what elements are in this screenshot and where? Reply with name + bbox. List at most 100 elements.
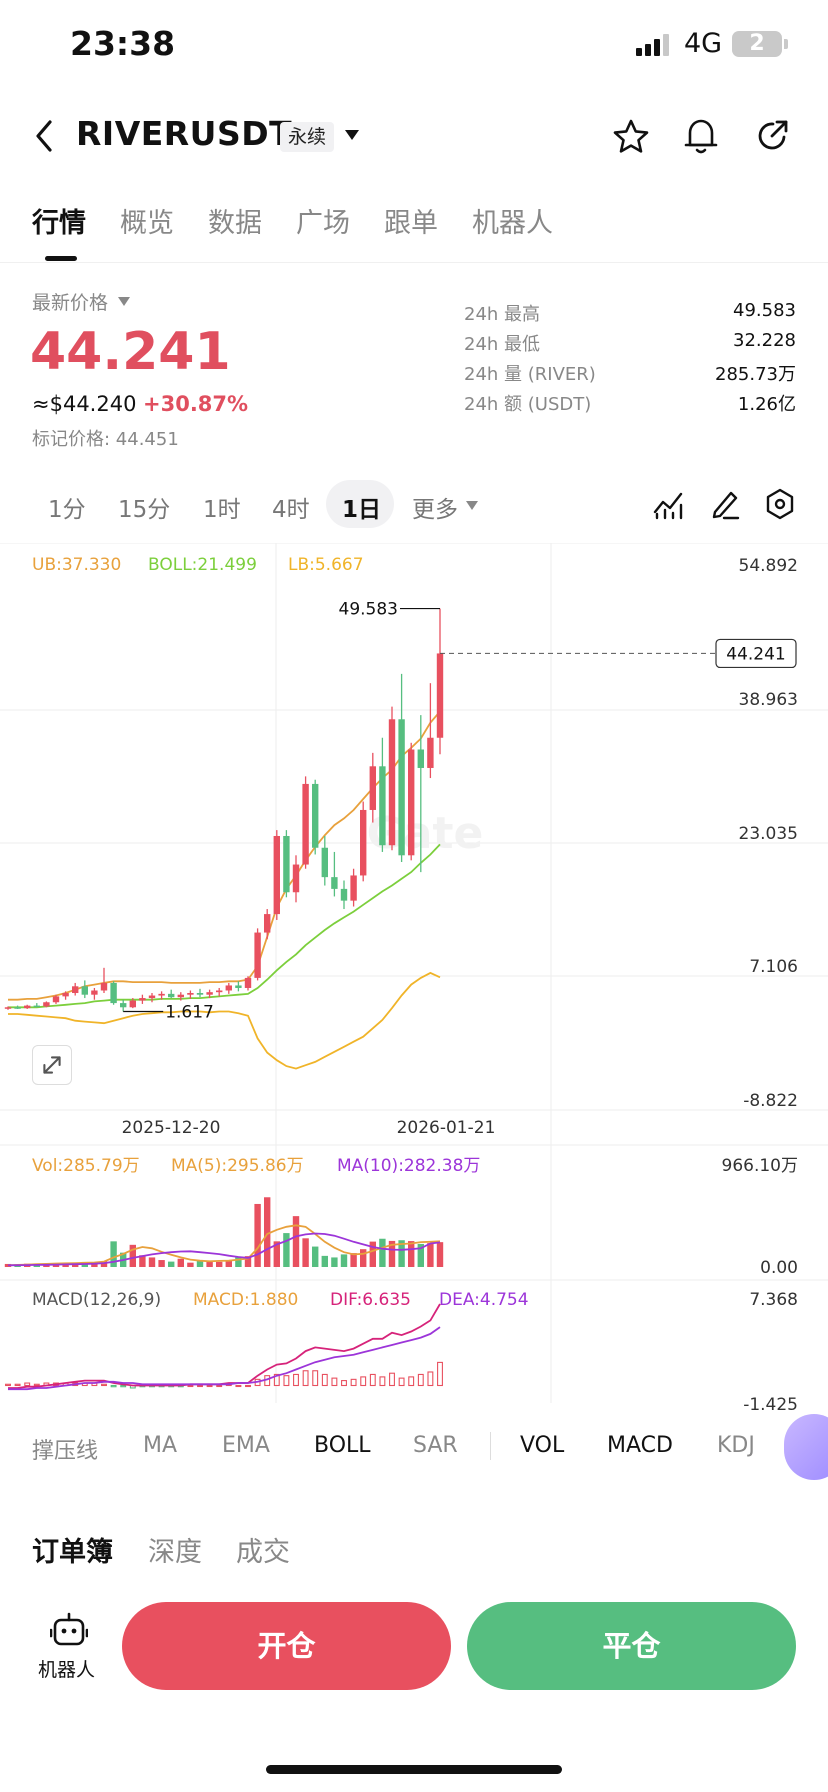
low-price-label: 1.617 xyxy=(165,1002,214,1022)
robot-label[interactable]: 机器人 xyxy=(38,1659,96,1681)
indicator-support-resistance[interactable]: 撑压线 xyxy=(32,1439,99,1464)
macd-histogram-bar xyxy=(369,1373,376,1387)
close-position-button[interactable]: 平仓 xyxy=(467,1602,796,1690)
vol-axis-min: 0.00 xyxy=(760,1258,798,1278)
open-position-button[interactable]: 开仓 xyxy=(122,1602,451,1690)
draw-pencil-icon[interactable] xyxy=(710,488,740,520)
volume-bar xyxy=(177,1258,184,1267)
latest-price-label[interactable]: 最新价格 xyxy=(32,292,109,314)
macd-histogram-bar xyxy=(273,1373,280,1387)
candle-body xyxy=(302,783,309,865)
bell-icon[interactable] xyxy=(682,116,720,156)
macd-histogram-bar xyxy=(187,1384,194,1388)
tab-overview[interactable]: 概览 xyxy=(120,208,174,239)
robot-icon[interactable] xyxy=(50,1612,88,1648)
boll-lb-legend: LB:5.667 xyxy=(288,555,364,575)
tab-depth[interactable]: 深度 xyxy=(148,1537,202,1568)
indicator-sar[interactable]: SAR xyxy=(413,1433,458,1458)
interval-4h[interactable]: 4时 xyxy=(272,497,310,523)
back-arrow-icon[interactable] xyxy=(30,118,58,154)
stat-high-label: 24h 最高 xyxy=(464,304,541,325)
tab-market[interactable]: 行情 xyxy=(32,208,86,239)
indicator-icon[interactable] xyxy=(652,488,684,520)
candle-body xyxy=(244,977,252,988)
battery-icon: 2 xyxy=(732,31,782,57)
symbol-title[interactable]: RIVERUSDT xyxy=(76,114,293,153)
indicator-ma[interactable]: MA xyxy=(143,1433,178,1458)
settings-hexagon-icon[interactable] xyxy=(764,487,796,521)
candle-body xyxy=(91,990,98,995)
tab-data[interactable]: 数据 xyxy=(208,208,262,239)
volume-bar xyxy=(110,1241,117,1267)
candle-body xyxy=(206,992,213,995)
caret-down-icon[interactable] xyxy=(466,501,478,510)
tab-copy-trading[interactable]: 跟单 xyxy=(384,208,438,239)
interval-15m[interactable]: 15分 xyxy=(118,497,171,523)
candle-body xyxy=(33,1005,40,1008)
indicator-macd[interactable]: MACD xyxy=(607,1433,673,1458)
macd-histogram-bar xyxy=(5,1383,11,1387)
vol-ma10-legend: MA(10):282.38万 xyxy=(337,1156,480,1176)
tab-trades[interactable]: 成交 xyxy=(236,1537,290,1568)
fullscreen-expand-icon[interactable] xyxy=(32,1045,72,1085)
macd-histogram-bar xyxy=(341,1380,347,1387)
boll-mid-legend: BOLL:21.499 xyxy=(148,555,257,575)
candle-body xyxy=(225,985,232,991)
volume-bar xyxy=(129,1244,136,1267)
macd-histogram-bar xyxy=(350,1378,357,1387)
candle-body xyxy=(417,749,424,768)
candle-body xyxy=(398,719,405,856)
candle-body xyxy=(62,993,69,997)
macd-dea-legend: DEA:4.754 xyxy=(439,1290,529,1310)
tab-square[interactable]: 广场 xyxy=(296,208,350,239)
volume-ma5-line xyxy=(7,1224,441,1267)
indicator-ema[interactable]: EMA xyxy=(222,1433,270,1458)
interval-more[interactable]: 更多 xyxy=(412,497,458,523)
volume-bar xyxy=(360,1249,367,1267)
boll-bands xyxy=(8,710,441,1070)
macd-chart xyxy=(5,1303,443,1391)
floating-assistant-button[interactable] xyxy=(784,1414,828,1480)
macd-histogram-bar xyxy=(321,1373,328,1387)
candle-body xyxy=(187,993,194,995)
candle-body xyxy=(436,653,444,738)
candle-body xyxy=(235,985,242,988)
high-price-label: 49.583 xyxy=(339,600,398,620)
tab-bots[interactable]: 机器人 xyxy=(472,208,553,239)
candle-body xyxy=(158,993,165,996)
macd-histogram-bar xyxy=(302,1370,309,1387)
volume-bar xyxy=(312,1246,319,1267)
kline-chart[interactable]: Gate UB:37.330 BOLL:21.499 LB:5.667 54.8… xyxy=(0,543,828,1418)
indicator-kdj[interactable]: KDJ xyxy=(717,1433,755,1458)
interval-selected-pill xyxy=(326,480,394,528)
tab-orderbook[interactable]: 订单簿 xyxy=(32,1537,113,1568)
candle-body xyxy=(100,982,108,991)
macd-histogram-bar xyxy=(408,1376,415,1387)
contract-type-badge[interactable]: 永续 xyxy=(280,122,335,152)
interval-1h[interactable]: 1时 xyxy=(203,497,241,523)
macd-histogram-bar xyxy=(293,1373,299,1387)
indicator-boll[interactable]: BOLL xyxy=(314,1433,371,1458)
candle-body xyxy=(216,990,223,993)
candle-body xyxy=(110,982,117,1004)
price-axis-label: 38.963 xyxy=(739,690,798,710)
indicator-vol[interactable]: VOL xyxy=(520,1433,565,1458)
candle-body xyxy=(120,1003,127,1008)
interval-1m[interactable]: 1分 xyxy=(48,497,86,523)
macd-histogram-bar xyxy=(120,1384,127,1388)
interval-1d[interactable]: 1日 xyxy=(342,497,382,523)
macd-histogram-bar xyxy=(379,1376,386,1387)
current-price-tag: 44.241 xyxy=(726,644,785,664)
stat-low-value: 32.228 xyxy=(733,330,796,351)
macd-axis-min: -1.425 xyxy=(743,1395,798,1415)
share-icon[interactable] xyxy=(754,118,790,154)
volume-bar xyxy=(4,1263,12,1267)
macd-histogram-bar xyxy=(389,1372,395,1387)
caret-down-icon[interactable] xyxy=(344,129,360,141)
candle-body xyxy=(254,932,261,978)
candle-body xyxy=(43,1002,50,1007)
candle-body xyxy=(148,995,156,999)
macd-histogram-bar xyxy=(312,1370,319,1387)
caret-down-icon[interactable] xyxy=(118,297,130,306)
star-icon[interactable] xyxy=(612,118,650,156)
